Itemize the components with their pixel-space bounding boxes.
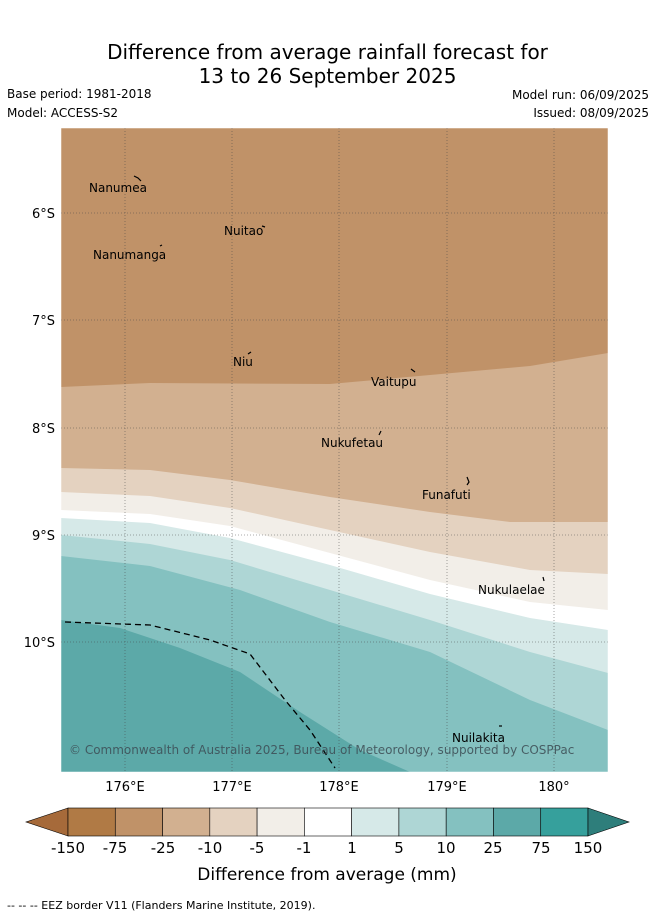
colorbar-tick-label: 5 (394, 839, 404, 857)
copyright-text: © Commonwealth of Australia 2025, Bureau… (69, 743, 574, 757)
colorbar-segment (114, 807, 163, 837)
y-tick-label: 8°S (32, 422, 55, 437)
colorbar-segment (304, 807, 352, 837)
eez-border (64, 621, 336, 769)
base-period-label: Base period: 1981-2018 (7, 87, 152, 101)
title-line-2: 13 to 26 September 2025 (198, 64, 457, 88)
colorbar-tick-label: -25 (151, 839, 176, 857)
title-line-1: Difference from average rainfall forecas… (107, 40, 548, 64)
place-labels: Nanumea Nuitao Nanumanga Niu Vaitupu Nuk… (89, 181, 545, 745)
colorbar-extend-low (25, 807, 69, 837)
y-tick-label: 7°S (32, 314, 55, 329)
x-tick-label: 177°E (212, 780, 252, 795)
issued-label: Issued: 08/09/2025 (533, 106, 649, 120)
colorbar-segment (209, 807, 258, 837)
colorbar-segment (445, 807, 494, 837)
colorbar-extend-high (587, 807, 630, 837)
place-label-nanumanga: Nanumanga (93, 248, 166, 262)
x-tick-label: 180° (538, 780, 569, 795)
colorbar-tick-label: 25 (483, 839, 502, 857)
band-25-to-75 (61, 620, 410, 772)
colorbar-segment (162, 807, 211, 837)
plot-frame (60, 127, 609, 773)
colorbar-tick-label: 1 (347, 839, 357, 857)
colorbar-tick-label: -150 (51, 839, 85, 857)
place-label-nukufetau: Nukufetau (321, 436, 383, 450)
y-tick-label: 6°S (32, 207, 55, 222)
y-axis-ticks: 6°S 7°S 8°S 9°S 10°S (24, 207, 55, 651)
place-label-nanumea: Nanumea (89, 181, 147, 195)
colorbar-segment (351, 807, 400, 837)
colorbar (25, 807, 630, 837)
y-tick-label: 10°S (24, 636, 55, 651)
model-run-label: Model run: 06/09/2025 (511, 88, 649, 102)
x-tick-label: 178°E (319, 780, 359, 795)
place-label-funafuti: Funafuti (422, 488, 471, 502)
colorbar-tick-label: -75 (103, 839, 128, 857)
eez-border-note: -- -- -- EEZ border V11 (Flanders Marine… (7, 899, 316, 912)
x-axis-ticks: 176°E 177°E 178°E 179°E 180° (105, 780, 569, 795)
colorbar-ticks: -150 -75 -25 -10 -5 -1 1 5 10 25 75 150 (51, 839, 602, 857)
y-tick-label: 9°S (32, 529, 55, 544)
x-tick-label: 179°E (427, 780, 467, 795)
chart-title: Difference from average rainfall forecas… (0, 40, 655, 88)
colorbar-segment (67, 807, 116, 837)
colorbar-segment (398, 807, 447, 837)
place-label-nuilakita: Nuilakita (452, 731, 505, 745)
colorbar-segment (540, 807, 589, 837)
place-label-nuitao: Nuitao (224, 224, 263, 238)
place-label-vaitupu: Vaitupu (371, 375, 417, 389)
colorbar-tick-label: -5 (250, 839, 265, 857)
colorbar-tick-label: 75 (531, 839, 550, 857)
place-label-nukulaelae: Nukulaelae (478, 583, 545, 597)
grid-lines (61, 128, 608, 772)
rainfall-map: Nanumea Nuitao Nanumanga Niu Vaitupu Nuk… (24, 127, 630, 885)
colorbar-tick-label: 150 (574, 839, 603, 857)
map-plot-area (61, 128, 608, 772)
colorbar-tick-label: -10 (198, 839, 223, 857)
x-tick-label: 176°E (105, 780, 145, 795)
colorbar-tick-label: 10 (436, 839, 455, 857)
colorbar-label: Difference from average (mm) (197, 865, 456, 885)
island-marks (133, 175, 545, 727)
colorbar-tick-label: -1 (297, 839, 312, 857)
colorbar-segment (493, 807, 542, 837)
model-label: Model: ACCESS-S2 (7, 106, 119, 120)
colorbar-segment (256, 807, 305, 837)
place-label-niu: Niu (233, 355, 253, 369)
